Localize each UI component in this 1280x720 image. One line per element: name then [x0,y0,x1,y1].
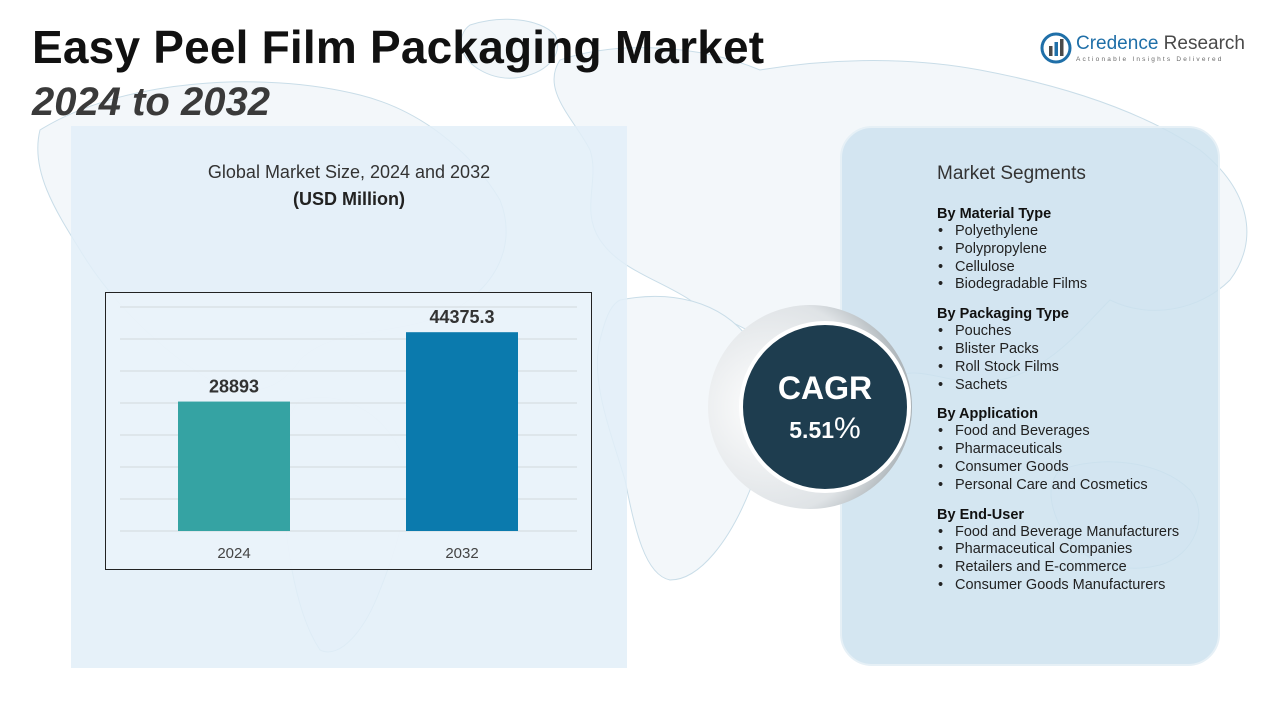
segment-item: Consumer Goods [937,459,1217,477]
segment-item: Pouches [937,323,1217,341]
page-title: Easy Peel Film Packaging Market [32,21,765,73]
segment-group: By End-UserFood and Beverage Manufacture… [937,506,1217,595]
chart-unit: (USD Million) [293,189,405,209]
segment-group: By ApplicationFood and BeveragesPharmace… [937,405,1217,494]
segment-item: Biodegradable Films [937,276,1217,294]
segment-item: Pharmaceuticals [937,441,1217,459]
logo-name-part2: Research [1163,33,1245,54]
bar-2024 [178,401,290,531]
segment-group: By Material TypePolyethylenePolypropylen… [937,205,1217,294]
logo-name: Credence Research [1076,33,1245,55]
segment-item: Blister Packs [937,341,1217,359]
segments-heading: Market Segments [937,163,1086,184]
segment-group: By Packaging TypePouchesBlister PacksRol… [937,305,1217,394]
bar-chart-globe-logo-icon [1040,32,1072,64]
segment-item: Consumer Goods Manufacturers [937,577,1217,595]
bar-chart-svg: 28893 2024 44375.3 2032 [120,306,577,562]
bar-2032 [406,332,518,531]
bar-chart: 28893 2024 44375.3 2032 [105,292,592,570]
market-size-panel: Global Market Size, 2024 and 2032 (USD M… [71,126,627,668]
segment-item: Food and Beverage Manufacturers [937,524,1217,542]
x-tick-label: 2032 [445,545,478,562]
cagr-inner-circle [739,321,911,493]
segment-item: Polypropylene [937,241,1217,259]
segment-group-title: By Material Type [937,206,1052,222]
segment-item: Food and Beverages [937,423,1217,441]
segment-list: PouchesBlister PacksRoll Stock FilmsSach… [937,323,1217,394]
credence-research-logo: Credence Research Actionable Insights De… [1040,32,1245,64]
cagr-value: 5.51% [742,412,908,446]
segment-group-title: By End-User [937,506,1025,523]
logo-tagline: Actionable Insights Delivered [1076,56,1224,63]
segment-item: Roll Stock Films [937,359,1217,377]
bar-value-label: 44375.3 [429,307,494,327]
cagr-number: 5.51 [789,417,835,443]
segment-item: Pharmaceutical Companies [937,541,1217,559]
segment-group-title: By Packaging Type [937,306,1069,323]
segment-group-title: By Application [937,406,1038,423]
segment-item: Personal Care and Cosmetics [937,477,1217,495]
segment-list: Food and BeveragesPharmaceuticalsConsume… [937,423,1217,494]
cagr-percent-sign: % [834,412,861,445]
segment-item: Sachets [937,377,1217,395]
chart-title: Global Market Size, 2024 and 2032 [207,162,491,182]
segment-list: Food and Beverage ManufacturersPharmaceu… [937,524,1217,595]
segment-item: Polyethylene [937,223,1217,241]
bar-value-label: 28893 [209,377,259,397]
page-subtitle: 2024 to 2032 [32,80,270,124]
segment-groups: By Material TypePolyethylenePolypropylen… [937,205,1217,606]
logo-name-part1: Credence [1076,33,1159,54]
x-tick-label: 2024 [217,545,250,562]
segment-item: Retailers and E-commerce [937,559,1217,577]
segment-list: PolyethylenePolypropyleneCelluloseBiodeg… [937,223,1217,294]
cagr-ring [708,305,912,509]
segment-item: Cellulose [937,259,1217,277]
cagr-badge: CAGR 5.51% [700,292,940,532]
cagr-label: CAGR [777,370,873,406]
